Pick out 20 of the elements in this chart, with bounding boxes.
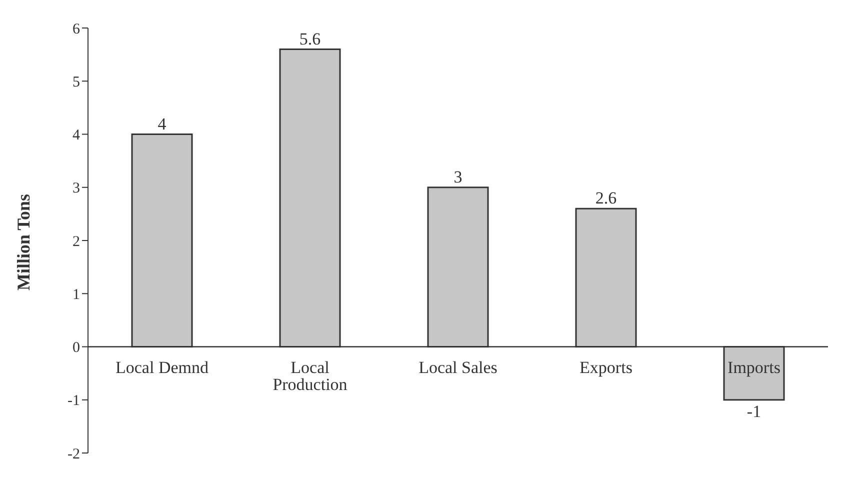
- y-tick-label: 0: [72, 340, 80, 356]
- x-tick-label: Imports: [728, 358, 780, 377]
- y-tick-label: -1: [68, 393, 80, 410]
- y-axis-title: Million Tons: [13, 194, 34, 290]
- y-tick-label: 2: [72, 234, 80, 250]
- y-tick-label: 1: [72, 286, 80, 303]
- x-tick-label: Local Production: [272, 358, 348, 394]
- data-label: 5.6: [299, 29, 321, 48]
- data-label: 2.6: [595, 188, 617, 208]
- y-tick-label: 6: [72, 21, 80, 38]
- data-label: -1: [746, 402, 762, 421]
- y-tick-label: 3: [72, 180, 80, 197]
- y-tick-label: 5: [72, 74, 80, 90]
- data-label: 4: [158, 114, 167, 134]
- x-tick-label: Local Demnd: [116, 358, 209, 377]
- y-tick-label: 4: [72, 128, 80, 144]
- data-label: 3: [454, 167, 462, 186]
- x-tick-label: Local Sales: [418, 358, 498, 377]
- x-tick-label: Exports: [580, 358, 632, 377]
- y-tick-label: -2: [68, 446, 80, 462]
